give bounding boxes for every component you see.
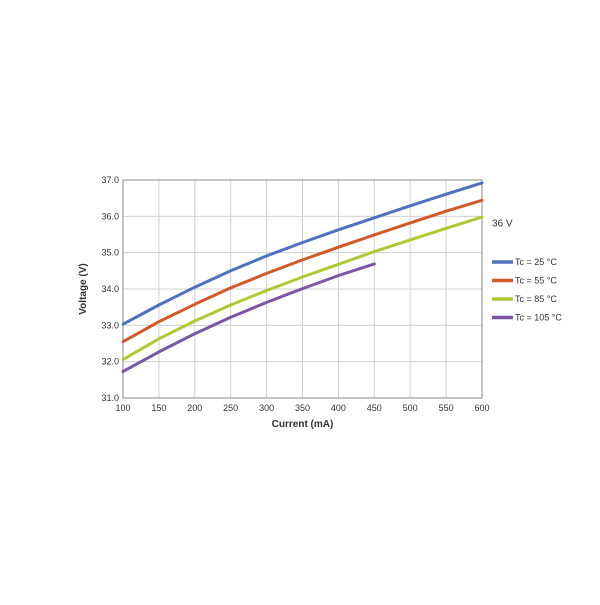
y-tick-label: 37.0 <box>101 175 119 185</box>
y-tick-label: 36.0 <box>101 211 119 221</box>
y-tick-label: 32.0 <box>101 357 119 367</box>
y-axis-ticks: 31.0 32.0 33.0 34.0 35.0 36.0 37.0 <box>101 175 119 403</box>
axes <box>122 179 483 399</box>
y-tick-label: 35.0 <box>101 248 119 258</box>
series-line-2 <box>121 198 484 344</box>
series-line-1 <box>121 181 484 326</box>
x-tick-label: 300 <box>259 403 274 413</box>
y-axis-title: Voltage (V) <box>78 263 89 314</box>
x-tick-label: 250 <box>223 403 238 413</box>
x-tick-label: 350 <box>295 403 310 413</box>
x-tick-label: 550 <box>439 403 454 413</box>
plot-frame <box>122 179 483 399</box>
y-tick-label: 34.0 <box>101 284 119 294</box>
x-axis-ticks: 100 150 200 250 300 350 400 450 500 550 600 <box>115 403 489 413</box>
legend-label: Tc = 105 °C <box>515 313 562 323</box>
x-tick-label: 100 <box>115 403 130 413</box>
annotation-36v: 36 V <box>492 218 513 229</box>
legend-label: Tc = 25 °C <box>515 257 557 267</box>
series-lines <box>121 181 484 373</box>
y-tick-label: 33.0 <box>101 320 119 330</box>
x-axis-title: Current (mA) <box>272 419 334 430</box>
x-tick-label: 200 <box>187 403 202 413</box>
x-tick-label: 500 <box>403 403 418 413</box>
x-tick-label: 150 <box>151 403 166 413</box>
x-tick-label: 450 <box>367 403 382 413</box>
series-line-3 <box>121 215 484 361</box>
x-tick-label: 600 <box>474 403 489 413</box>
y-tick-label: 31.0 <box>101 393 119 403</box>
legend-label: Tc = 85 °C <box>515 294 557 304</box>
legend-label: Tc = 55 °C <box>515 276 557 286</box>
x-tick-label: 400 <box>331 403 346 413</box>
series-line-4 <box>121 262 376 373</box>
legend: Tc = 25 °C Tc = 55 °C Tc = 85 °C Tc = 105 °… <box>492 257 562 323</box>
